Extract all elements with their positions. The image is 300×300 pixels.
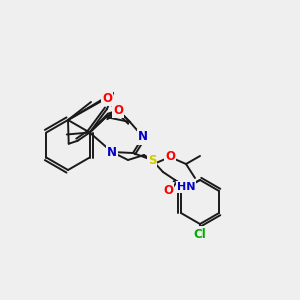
Text: O: O bbox=[165, 151, 175, 164]
Text: O: O bbox=[113, 103, 123, 116]
Text: N: N bbox=[138, 130, 148, 143]
Text: HN: HN bbox=[177, 182, 195, 192]
Text: O: O bbox=[163, 184, 173, 196]
Text: N: N bbox=[107, 146, 117, 158]
Text: Cl: Cl bbox=[194, 227, 206, 241]
Text: S: S bbox=[148, 154, 156, 166]
Text: O: O bbox=[102, 92, 112, 104]
